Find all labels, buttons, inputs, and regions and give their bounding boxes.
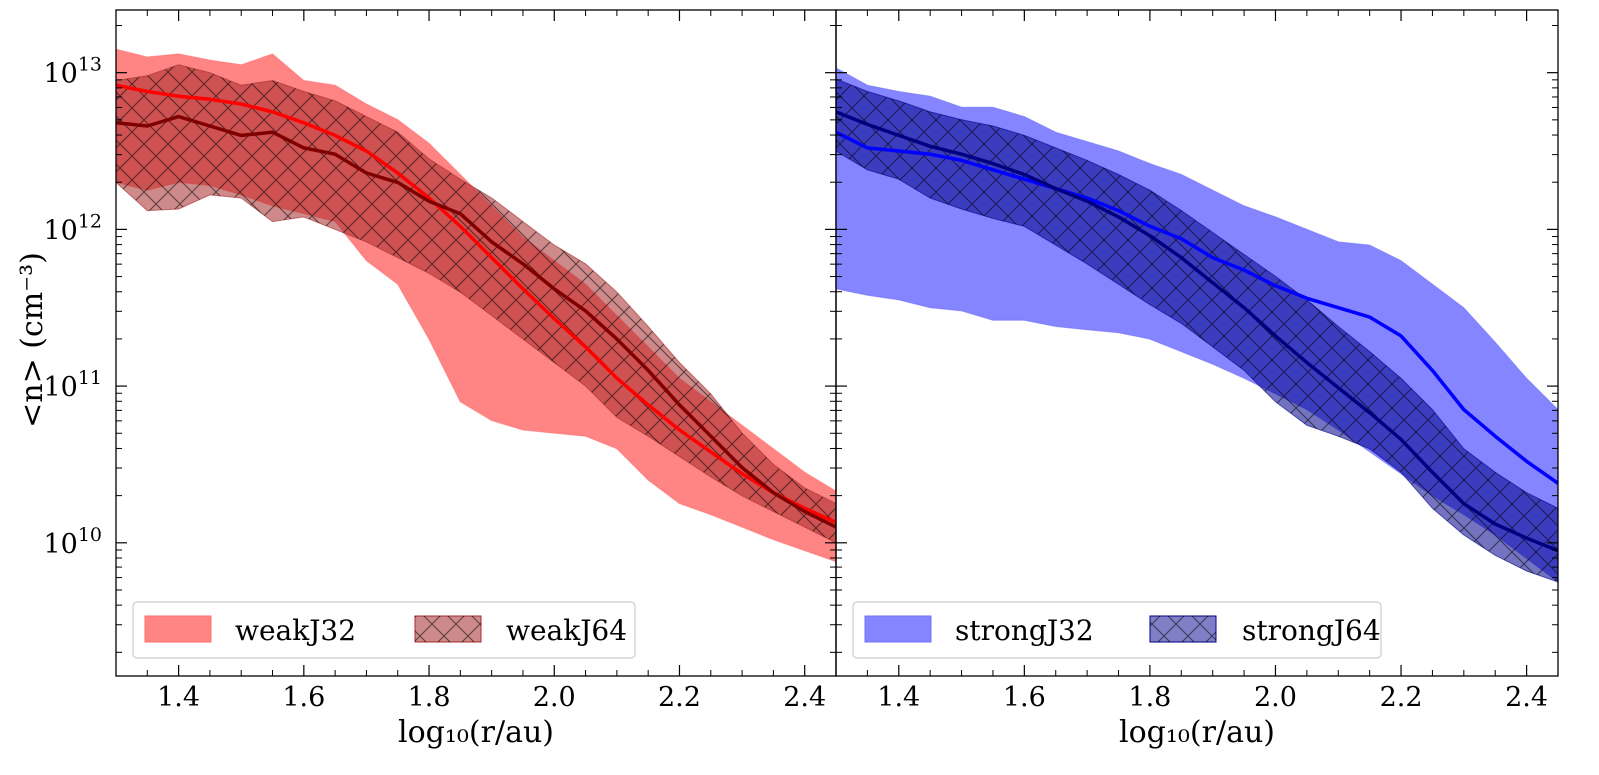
median-line-weakJ32 [116, 83, 836, 524]
x-tick-label: 2.0 [1254, 682, 1297, 713]
legend-swatch-strongJ64-hatch [1150, 616, 1216, 642]
weak-ticks [115, 10, 837, 676]
y-tick-label: 1010 [43, 524, 102, 560]
y-tick-label: 1013 [43, 54, 102, 90]
strong-plot-frame [835, 9, 1559, 677]
legend-swatch-strongJ32 [864, 615, 932, 643]
x-tick-label: 1.4 [877, 682, 920, 713]
strong-x-tick-labels: 1.4 1.6 1.8 2.0 2.2 2.4 [877, 682, 1548, 713]
legend-label-strongJ64: strongJ64 [1242, 614, 1381, 647]
y-tick-labels: 1010 1011 1012 1013 [43, 54, 102, 560]
strong-ticks [835, 10, 1559, 676]
panel-strong: 1.4 1.6 1.8 2.0 2.2 2.4 strongJ32 strongJ64 l… [835, 9, 1559, 750]
strong-legend: strongJ32 strongJ64 [852, 601, 1382, 659]
x-tick-label: 2.4 [1505, 682, 1548, 713]
x-tick-label: 1.6 [282, 682, 325, 713]
y-tick-label: 1012 [43, 210, 102, 246]
strong-x-axis-label: log₁₀(r/au) [1119, 715, 1275, 750]
legend-swatch-weakJ32 [144, 615, 212, 643]
median-line-weakJ64 [116, 114, 836, 529]
weak-x-axis-label: log₁₀(r/au) [398, 715, 554, 750]
legend-swatch-weakJ64-hatch [415, 616, 481, 642]
panel-weak: 1.4 1.6 1.8 2.0 2.2 2.4 1010 1011 1012 1013 weak… [15, 9, 837, 750]
legend-label-weakJ64: weakJ64 [506, 614, 627, 647]
weak-legend: weakJ32 weakJ64 [132, 601, 636, 659]
y-tick-label: 1011 [43, 367, 102, 403]
x-tick-label: 2.2 [1380, 682, 1423, 713]
x-tick-label: 2.4 [783, 682, 826, 713]
band-hatch-strongJ64 [836, 79, 1558, 582]
weak-series-layer [116, 48, 836, 563]
x-tick-label: 1.8 [408, 682, 451, 713]
legend-label-weakJ32: weakJ32 [235, 614, 356, 647]
legend-label-strongJ32: strongJ32 [955, 614, 1094, 647]
x-tick-label: 1.8 [1128, 682, 1171, 713]
strong-legend-box [852, 601, 1382, 659]
x-tick-label: 2.2 [658, 682, 701, 713]
x-tick-label: 2.0 [533, 682, 576, 713]
y-axis-label: <n> (cm⁻³) [15, 252, 50, 428]
strong-series-layer [836, 67, 1558, 583]
band-hatch-weakJ64 [116, 64, 836, 543]
weak-x-tick-labels: 1.4 1.6 1.8 2.0 2.2 2.4 [157, 682, 826, 713]
median-line-strongJ32 [836, 130, 1558, 485]
median-line-strongJ64 [836, 110, 1558, 553]
x-tick-label: 1.6 [1003, 682, 1046, 713]
x-tick-label: 1.4 [157, 682, 200, 713]
weak-legend-box [132, 601, 636, 659]
